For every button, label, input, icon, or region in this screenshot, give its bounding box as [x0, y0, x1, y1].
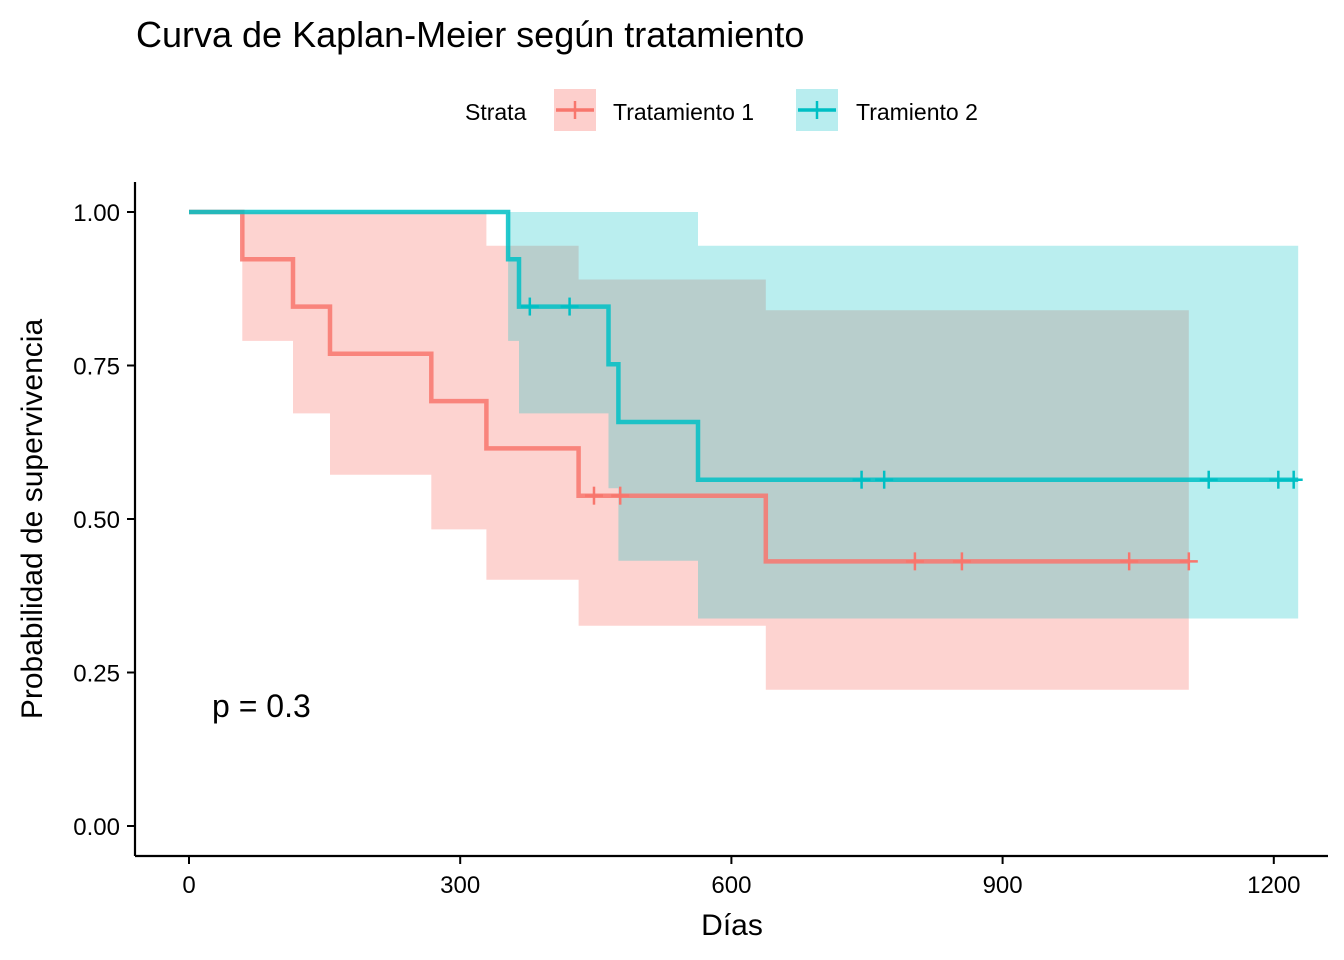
legend-label-1: Tratamiento 1: [613, 99, 754, 125]
y-axis-title: Probabilidad de supervivencia: [16, 319, 49, 720]
censor-mark-series-1: [905, 552, 924, 571]
y-tick-label: 0.00: [73, 814, 120, 841]
censor-mark-series-1: [611, 486, 630, 505]
censor-mark-series-2: [875, 470, 894, 489]
censor-mark-series-2: [1284, 470, 1303, 489]
survival-curve-series-2: [189, 209, 1299, 482]
censor-marks: [520, 297, 1303, 571]
y-tick-label: 0.25: [73, 661, 120, 688]
legend-label-2: Tramiento 2: [856, 99, 978, 125]
censor-mark-series-1: [952, 552, 971, 571]
y-tick-label: 0.75: [73, 354, 120, 381]
ci-band-series-1: [189, 212, 1189, 690]
y-axis-ticks: 0.00 0.25 0.50 0.75 1.00: [73, 200, 135, 841]
x-axis-title: Días: [701, 909, 763, 942]
p-value-annotation: p = 0.3: [212, 688, 311, 724]
censor-mark-series-1: [1179, 552, 1198, 571]
y-tick-label: 0.50: [73, 507, 120, 534]
censor-mark-series-1: [584, 486, 603, 505]
x-tick-label: 1200: [1247, 872, 1300, 899]
y-tick-label: 1.00: [73, 200, 120, 227]
censor-mark-series-2: [1269, 470, 1288, 489]
axes: 0 300 600 900 1200 0.00 0.25 0.50 0.75 1.00: [73, 182, 1328, 899]
legend-entry-1: Tratamiento 1: [554, 89, 754, 131]
legend-entry-2: Tramiento 2: [796, 89, 978, 131]
legend-title: Strata: [465, 99, 527, 125]
censor-mark-series-1: [1120, 552, 1139, 571]
chart-title: Curva de Kaplan-Meier según tratamiento: [136, 14, 804, 55]
censor-mark-series-2: [520, 297, 539, 316]
ci-band-series-2: [189, 212, 1299, 619]
x-axis-ticks: 0 300 600 900 1200: [182, 856, 1300, 899]
x-tick-label: 600: [711, 872, 751, 899]
survival-curve-series-1: [189, 209, 1189, 564]
censor-mark-series-2: [852, 470, 871, 489]
x-tick-label: 0: [182, 872, 195, 899]
survival-curves: [189, 209, 1299, 564]
x-tick-label: 300: [440, 872, 480, 899]
x-tick-label: 900: [983, 872, 1023, 899]
censor-mark-series-2: [1199, 470, 1218, 489]
censor-mark-series-2: [560, 297, 579, 316]
confidence-bands: [189, 212, 1299, 690]
legend: Strata Tratamiento 1 Tramiento 2: [465, 89, 978, 131]
